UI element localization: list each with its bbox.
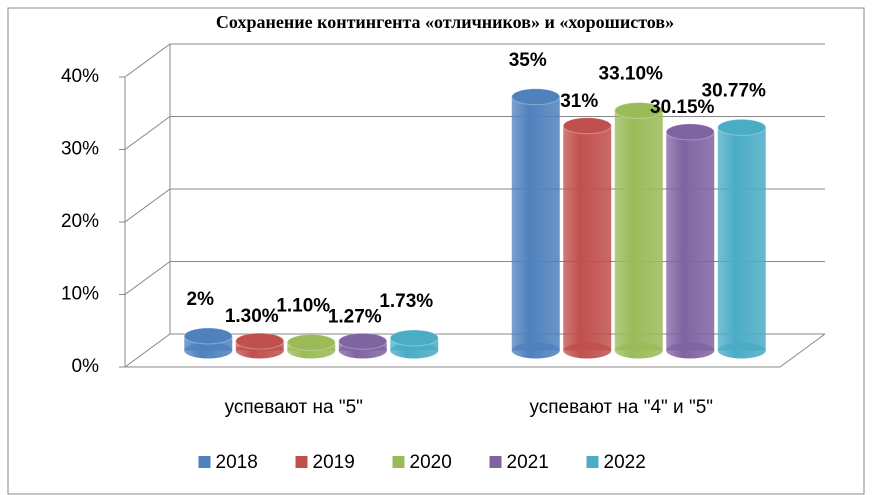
data-label: 1.73% <box>379 291 433 312</box>
data-label: 35% <box>509 50 547 71</box>
data-label: 31% <box>560 91 598 112</box>
legend-label: 2021 <box>507 452 549 473</box>
data-label: 33.10% <box>599 64 664 85</box>
legend-label: 2022 <box>604 452 646 473</box>
data-label: 2% <box>187 289 215 310</box>
legend-swatch <box>198 456 211 468</box>
y-tick-label: 0% <box>72 356 100 377</box>
legend-swatch <box>295 456 308 468</box>
bar <box>717 127 766 351</box>
bar <box>563 125 612 351</box>
legend-label: 2020 <box>410 452 452 473</box>
bar <box>614 110 663 351</box>
bar-top <box>562 117 612 135</box>
bar-top <box>183 327 233 345</box>
bar-top <box>389 329 439 347</box>
data-label: 1.10% <box>276 296 330 317</box>
bar-top <box>511 88 561 106</box>
bar-top <box>614 102 664 120</box>
bar-top <box>717 118 767 136</box>
bar-top <box>235 332 285 350</box>
bar-top <box>665 123 715 141</box>
data-label: 30.15% <box>650 97 715 118</box>
floor <box>125 333 826 368</box>
chart-title: Сохранение контингента «отличников» и «х… <box>216 12 674 32</box>
legend-swatch <box>392 456 405 468</box>
legend-label: 2019 <box>313 452 355 473</box>
bar <box>666 131 715 351</box>
legend-label: 2018 <box>216 452 258 473</box>
legend-swatch <box>586 456 599 468</box>
data-label: 1.27% <box>328 306 382 327</box>
grid-line <box>124 43 825 78</box>
data-label: 1.30% <box>225 306 279 327</box>
y-tick-label: 40% <box>61 66 99 87</box>
y-tick-label: 10% <box>61 284 99 305</box>
legend-swatch <box>489 456 502 468</box>
x-tick-label: успевают на "4" и "5" <box>529 397 713 418</box>
grid-line <box>124 116 825 150</box>
chart-border <box>7 7 865 495</box>
data-label: 30.77% <box>702 80 767 101</box>
bar <box>511 96 560 351</box>
y-tick-label: 20% <box>61 211 99 232</box>
bar-top <box>338 332 388 350</box>
x-tick-label: успевают на "5" <box>225 397 363 418</box>
y-tick-label: 30% <box>61 139 99 160</box>
bar-top <box>286 334 336 352</box>
